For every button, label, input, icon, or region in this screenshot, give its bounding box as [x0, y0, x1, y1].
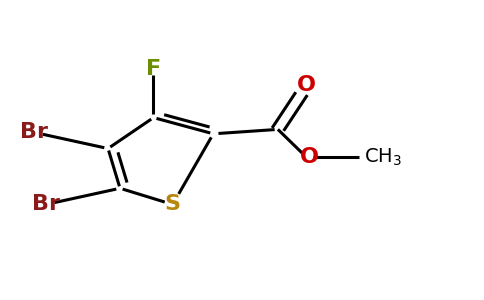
Text: S: S — [165, 194, 181, 214]
Text: O: O — [300, 147, 318, 167]
Text: Br: Br — [32, 194, 60, 214]
Text: Br: Br — [20, 122, 48, 142]
Text: CH$_3$: CH$_3$ — [364, 147, 402, 168]
Text: F: F — [146, 59, 161, 79]
Text: O: O — [297, 75, 316, 95]
